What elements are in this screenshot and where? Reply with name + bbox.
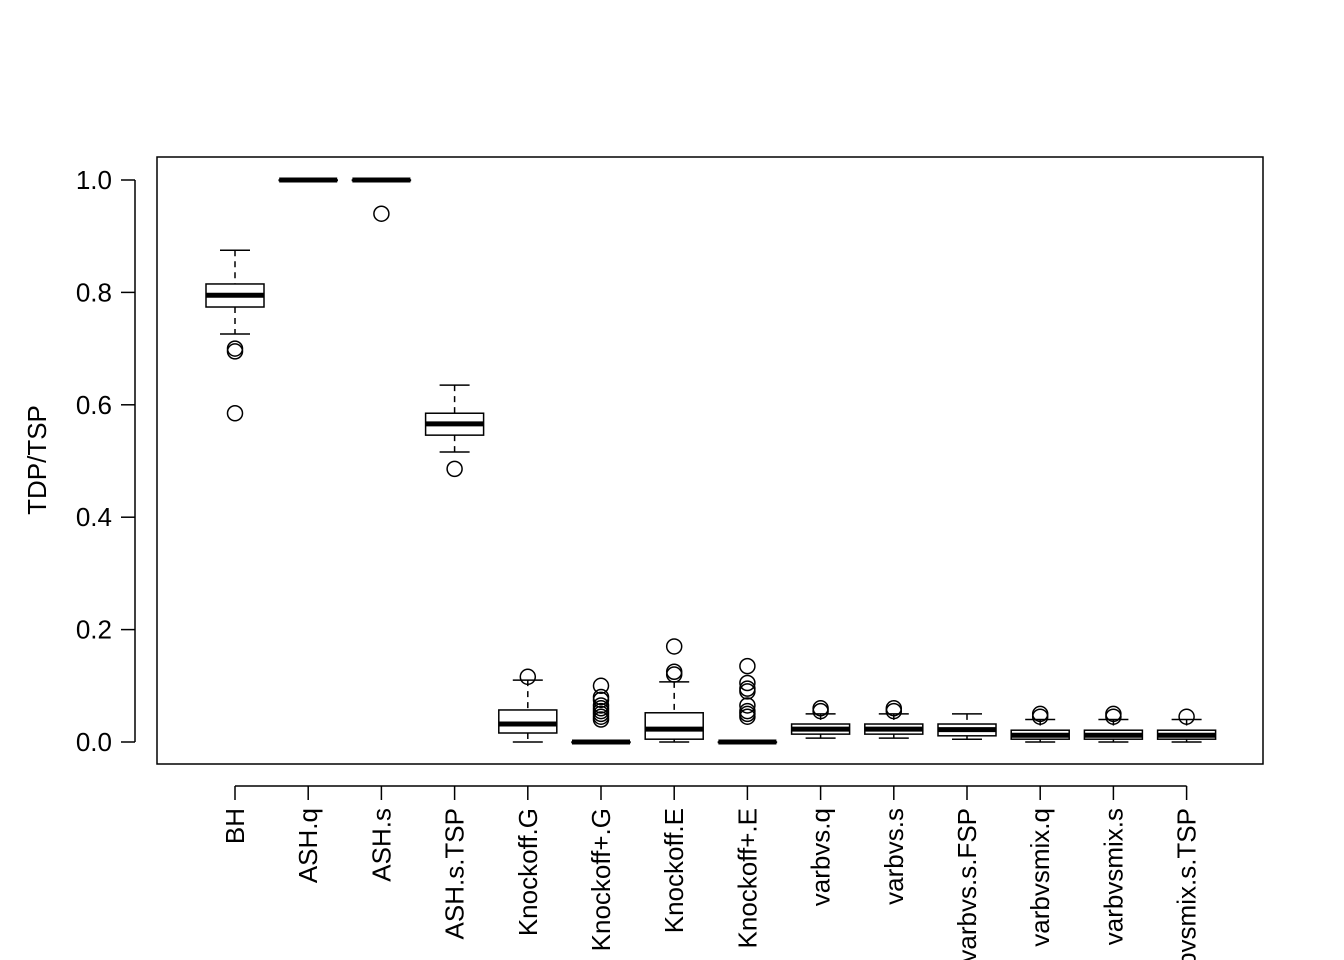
box-varbvs.s xyxy=(864,700,924,739)
x-tick-label: varbvsmix.q xyxy=(1025,808,1055,947)
outlier-point xyxy=(1178,708,1195,725)
y-axis-label: TDP/TSP xyxy=(22,405,52,515)
outlier-point xyxy=(739,657,756,675)
x-tick-label: varbvsmix.s xyxy=(1098,808,1128,945)
x-tick-label: ASH.s xyxy=(366,808,396,882)
outlier-point xyxy=(592,677,610,695)
y-tick-label: 0.8 xyxy=(76,277,112,307)
x-tick-label: Knockoff+.G xyxy=(586,808,616,951)
outlier-point xyxy=(592,711,610,728)
outlier-point xyxy=(885,700,903,717)
box-varbvs.s.FSP xyxy=(937,713,997,740)
x-tick-label: Knockoff.E xyxy=(659,808,689,933)
outlier-point xyxy=(226,343,244,360)
outlier-point xyxy=(519,668,537,686)
outlier-point xyxy=(592,691,610,709)
box-ASH.q xyxy=(278,177,338,183)
box-varbvsmix.q xyxy=(1010,705,1070,743)
outlier-point xyxy=(812,700,829,717)
x-tick-label: varbvs.s xyxy=(879,808,909,905)
outlier-point xyxy=(739,708,756,725)
box-Knockoff.G xyxy=(498,668,558,743)
outlier-point xyxy=(739,674,756,692)
box-BH xyxy=(205,249,265,422)
outlier-point xyxy=(665,638,683,655)
box-ASH.s xyxy=(351,177,412,222)
outlier-point xyxy=(226,404,244,422)
outlier-point xyxy=(739,697,756,714)
outlier-point xyxy=(739,683,756,700)
iqr-box xyxy=(498,709,558,734)
y-tick-label: 1.0 xyxy=(76,165,112,195)
box-Knockoff.E xyxy=(644,638,704,743)
box-ASH.s.TSP xyxy=(424,384,485,478)
box-varbvs.q xyxy=(790,700,851,739)
x-tick-label: ASH.s.TSP xyxy=(440,808,470,939)
box-varbvsmix.s.TSP xyxy=(1156,708,1217,743)
x-tick-label: varbvs.q xyxy=(806,808,836,906)
box-varbvsmix.s xyxy=(1083,705,1144,743)
x-tick-label: ASH.q xyxy=(293,808,323,883)
y-tick-label: 0.6 xyxy=(76,390,112,420)
outlier-point xyxy=(665,663,683,680)
outlier-point xyxy=(446,460,463,478)
box-Knockoff+.G xyxy=(571,677,631,745)
x-tick-label: Knockoff.G xyxy=(513,808,543,936)
x-axis: BH ASH.q ASH.s ASH.s.TSP Knockoff.G Knockoff+… xyxy=(220,785,1202,960)
box-Knockoff+.E xyxy=(717,657,778,745)
y-tick-label: 0.4 xyxy=(76,502,112,532)
x-tick-label: varbvs.s.FSP xyxy=(952,808,982,960)
outlier-point xyxy=(1105,705,1122,723)
outlier-point xyxy=(1031,705,1049,723)
outlier-point xyxy=(373,205,390,222)
x-tick-label: BH xyxy=(220,808,250,844)
y-tick-label: 0.2 xyxy=(76,615,112,645)
boxes xyxy=(205,177,1217,745)
plot-frame xyxy=(156,156,1264,765)
y-axis: 0.0 0.2 0.4 0.6 0.8 1.0 xyxy=(76,165,136,757)
y-tick-label: 0.0 xyxy=(76,727,112,757)
iqr-box xyxy=(644,712,704,740)
x-tick-label: Knockoff+.E xyxy=(732,808,762,948)
x-tick-label: varbvsmix.s.TSP xyxy=(1172,808,1202,960)
